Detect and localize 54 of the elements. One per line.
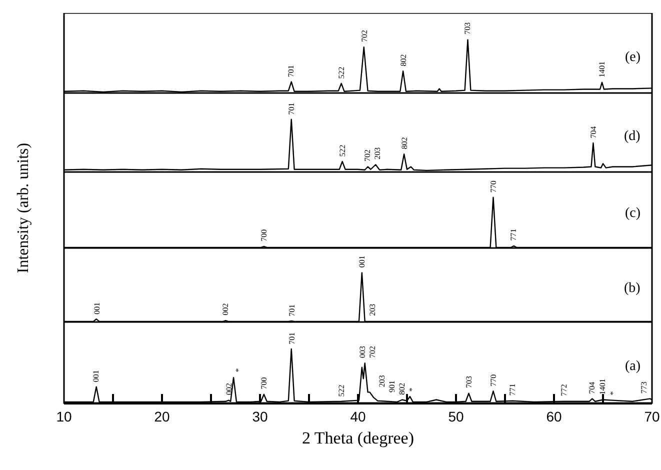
annotation: 002 [221, 303, 230, 316]
annotation: (e) [625, 50, 641, 65]
annotation: (b) [624, 281, 641, 296]
annotation: 772 [559, 384, 568, 396]
annotation: 802 [398, 54, 408, 66]
annotation: (c) [625, 206, 641, 221]
annotation: * [408, 388, 417, 392]
annotation: (a) [625, 359, 641, 374]
annotation: 203 [378, 375, 387, 388]
annotation: 770 [488, 180, 498, 193]
annotation: 703 [463, 22, 472, 34]
annotation: 771 [508, 228, 518, 241]
x-tick-label: 70 [644, 408, 660, 424]
annotation: 701 [287, 102, 296, 115]
annotation: * [608, 391, 618, 396]
annotation: 1401 [598, 61, 607, 78]
x-tick-label: 40 [350, 408, 366, 424]
annotation: 522 [336, 384, 346, 397]
annotation: 704 [588, 382, 597, 394]
y-axis-title: Intensity (arb. units) [15, 142, 34, 274]
annotation: 522 [338, 144, 347, 157]
annotation: 700 [259, 229, 268, 242]
annotation: 701 [287, 332, 296, 344]
annotation: 771 [508, 384, 517, 396]
annotation: 001 [92, 370, 101, 382]
annotation: 002 [224, 382, 234, 395]
annotation: 802 [400, 137, 409, 150]
annotation: 203 [368, 304, 377, 316]
annotation: 700 [260, 377, 269, 390]
annotation: 701 [286, 65, 296, 78]
annotation: 003 [358, 346, 367, 358]
annotation: 702 [363, 150, 372, 162]
annotation: 770 [489, 374, 498, 386]
annotation: 203 [373, 147, 382, 160]
annotation: 802 [397, 382, 406, 395]
annotation: 522 [336, 66, 346, 79]
x-tick-label: 30 [252, 408, 268, 424]
annotation: 702 [360, 30, 369, 42]
annotation: 901 [387, 380, 396, 393]
x-tick-label: 20 [154, 408, 170, 424]
annotation: 773 [639, 382, 648, 394]
annotation: 703 [464, 376, 474, 388]
annotation: 001 [357, 256, 366, 268]
annotation: 001 [92, 302, 102, 314]
annotation: 702 [368, 346, 377, 358]
annotation: (d) [624, 129, 641, 144]
x-tick-label: 60 [546, 408, 562, 424]
annotation: 704 [589, 126, 598, 138]
x-axis-title: 2 Theta (degree) [302, 428, 414, 448]
annotation: 701 [287, 304, 296, 316]
x-tick-label: 50 [448, 408, 464, 424]
annotation: 1401 [598, 378, 608, 395]
annotation: * [234, 368, 244, 372]
x-tick-label: 10 [56, 408, 72, 424]
